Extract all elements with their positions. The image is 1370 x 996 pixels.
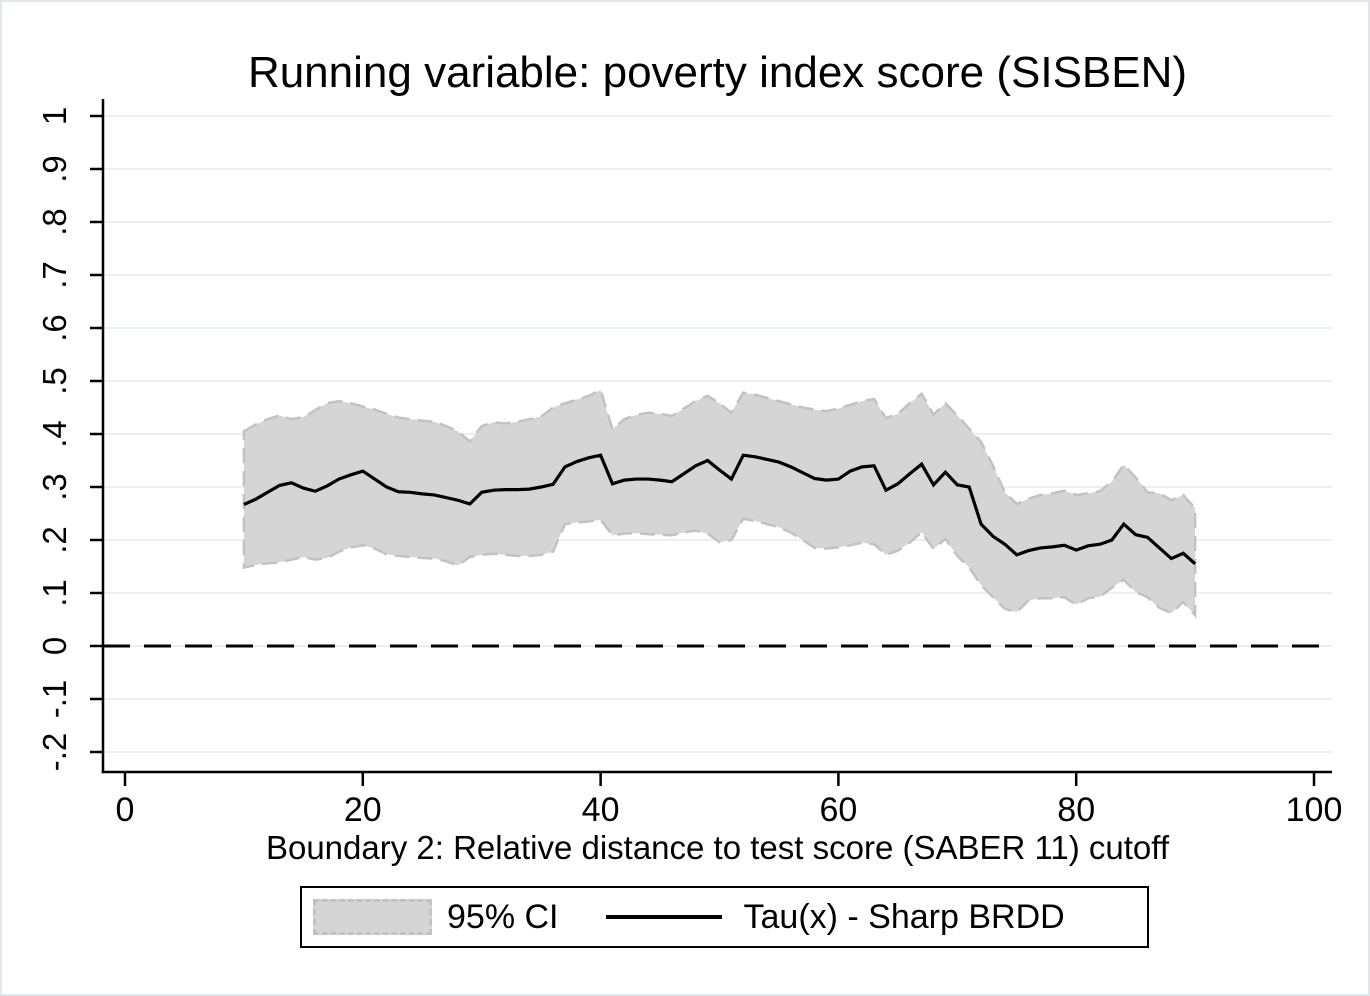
x-tick-label: 80 bbox=[1057, 791, 1095, 829]
y-tick-label: -.2 bbox=[36, 733, 73, 772]
legend-line-sample bbox=[605, 915, 722, 919]
y-tick-label: 1 bbox=[36, 107, 73, 125]
y-tick-label: .1 bbox=[36, 579, 73, 607]
tau-line bbox=[243, 453, 1197, 566]
y-tick-label: .4 bbox=[36, 420, 73, 448]
y-tick-label: 0 bbox=[36, 637, 73, 655]
x-tick-label: 100 bbox=[1286, 791, 1343, 829]
legend-tau-label: Tau(x) - Sharp BRDD bbox=[743, 898, 1065, 936]
x-tick-label: 60 bbox=[819, 791, 857, 829]
ci-band bbox=[242, 388, 1197, 619]
y-tick-label: .6 bbox=[36, 314, 73, 342]
y-tick-label: .2 bbox=[36, 526, 73, 554]
y-tick-label: .3 bbox=[36, 473, 73, 501]
y-tick-label: .7 bbox=[36, 261, 73, 289]
y-tick-label: -.1 bbox=[36, 680, 73, 719]
legend-ci-swatch bbox=[313, 899, 432, 935]
x-tick-label: 40 bbox=[582, 791, 620, 829]
y-tick-label: .5 bbox=[36, 367, 73, 395]
y-tick-label: .8 bbox=[36, 208, 73, 236]
legend-box: 95% CI Tau(x) - Sharp BRDD bbox=[300, 886, 1149, 948]
x-axis-title: Boundary 2: Relative distance to test sc… bbox=[265, 829, 1170, 866]
x-tick-label: 20 bbox=[344, 791, 382, 829]
x-tick-label: 0 bbox=[116, 791, 135, 829]
legend-ci-label: 95% CI bbox=[447, 898, 559, 936]
chart-title: Running variable: poverty index score (S… bbox=[247, 48, 1188, 97]
y-tick-label: .9 bbox=[36, 155, 73, 183]
